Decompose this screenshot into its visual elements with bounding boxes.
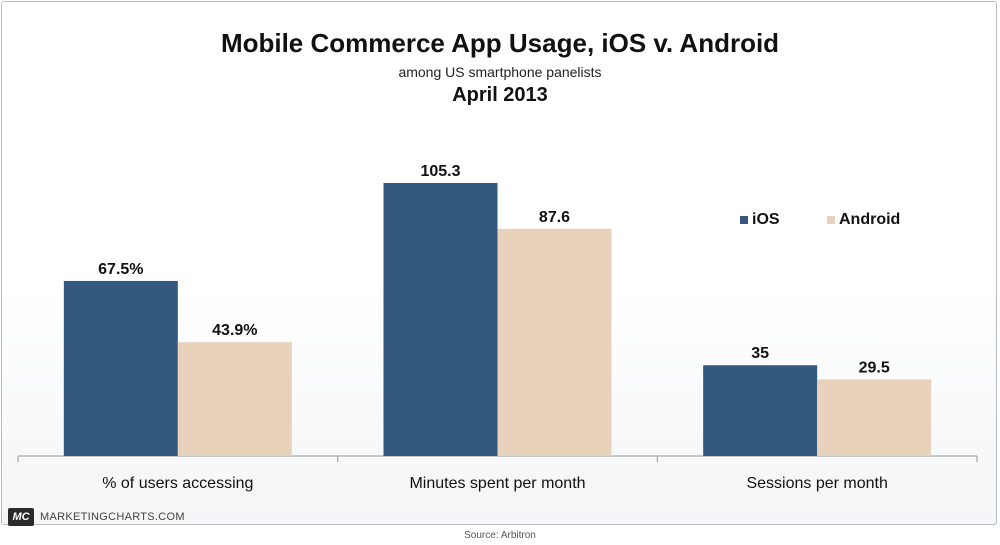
legend-swatch-ios <box>740 216 748 224</box>
bar-ios-2 <box>383 182 498 456</box>
brand-name: MARKETINGCHARTS.COM <box>40 511 185 523</box>
legend-label-ios: iOS <box>752 211 780 228</box>
bar-ios-1 <box>63 280 178 456</box>
bar-android-2 <box>497 228 612 456</box>
data-label: 35 <box>751 345 769 362</box>
data-label: 87.6 <box>539 209 570 226</box>
brand-logo: MC <box>8 508 34 526</box>
legend-swatch-android <box>827 216 835 224</box>
bar-ios-3 <box>703 365 818 456</box>
category-label: Sessions per month <box>746 475 887 492</box>
bar-android-1 <box>177 342 292 456</box>
legend-label-android: Android <box>839 211 900 228</box>
chart-subtitle: among US smartphone panelists <box>398 64 602 80</box>
data-label: 67.5% <box>98 261 143 278</box>
source-note: Source: Arbitron <box>464 530 536 541</box>
category-label: % of users accessing <box>102 475 253 492</box>
chart-title: Mobile Commerce App Usage, iOS v. Androi… <box>220 28 780 58</box>
bar-android-3 <box>817 379 932 456</box>
chart-date: April 2013 <box>452 84 548 106</box>
data-label: 43.9% <box>212 322 257 339</box>
category-label: Minutes spent per month <box>409 475 585 492</box>
data-label: 105.3 <box>420 163 460 180</box>
data-label: 29.5 <box>859 360 890 377</box>
